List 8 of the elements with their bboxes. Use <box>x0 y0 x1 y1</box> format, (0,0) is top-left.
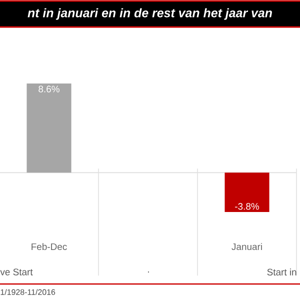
text: ve Start <box>0 268 33 276</box>
data-label: 8.6% <box>38 86 60 92</box>
chart-title: nt in januari en in de rest van het jaar van <box>28 8 272 20</box>
text: . <box>148 271 149 273</box>
text: Start in <box>267 268 296 276</box>
data-label: -3.8% <box>235 203 260 210</box>
x-tick-label: Feb-Dec <box>32 243 67 250</box>
x-tick-label: Januari <box>232 243 262 250</box>
